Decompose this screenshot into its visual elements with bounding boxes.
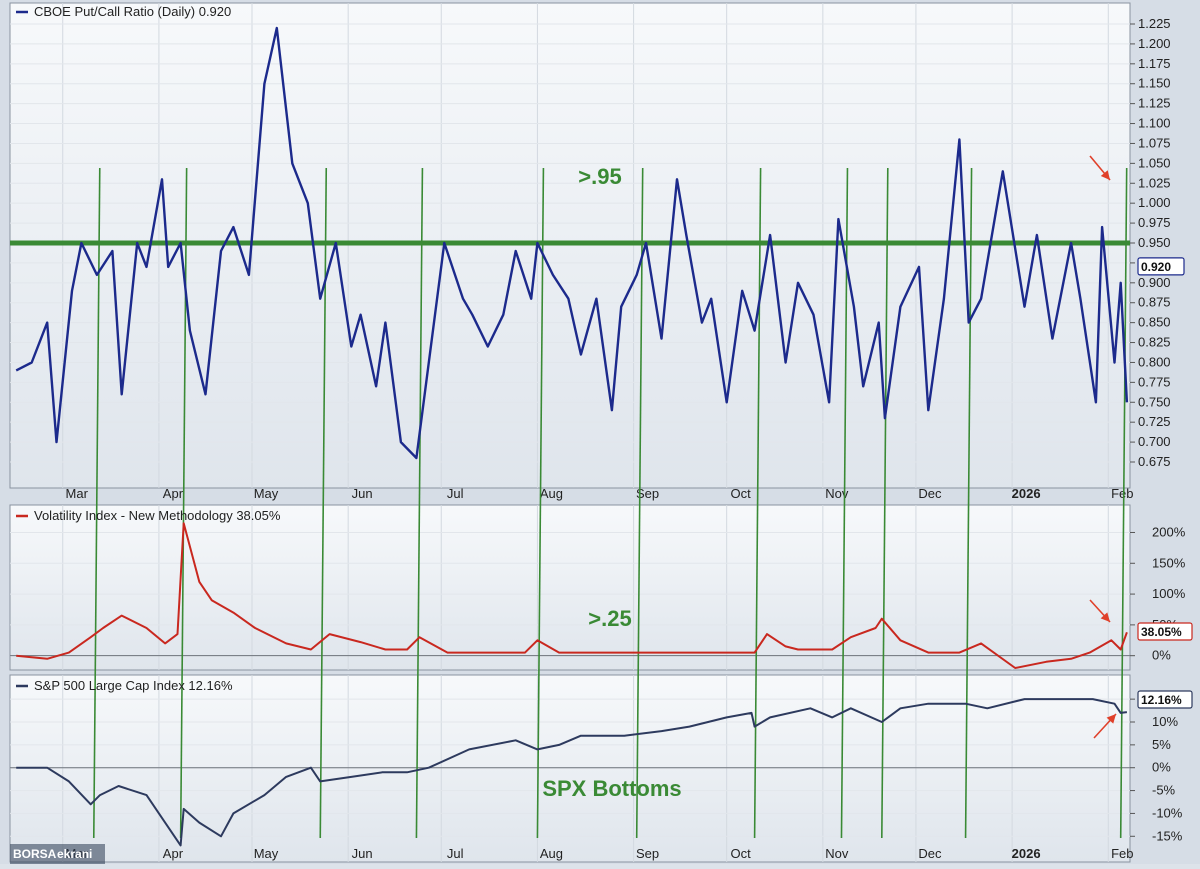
spx-bottom-marker-line <box>92 167 101 839</box>
last-value-box <box>1137 622 1193 641</box>
y-tick-label: 0.850 <box>1138 315 1171 330</box>
series-line-panel-3 <box>16 698 1128 847</box>
month-label: Dec <box>918 846 942 861</box>
y-tick-label: 1.150 <box>1138 76 1171 91</box>
month-label: Dec <box>918 486 942 501</box>
spx-bottom-marker-line <box>536 167 545 839</box>
spx-bottom-marker-line <box>1119 167 1128 839</box>
red-arrow-head <box>1106 714 1116 724</box>
y-tick-label: 0.700 <box>1138 434 1171 449</box>
y-tick-label: 1.100 <box>1138 116 1171 131</box>
spx-bottom-marker-line <box>635 167 644 839</box>
month-label: Apr <box>163 486 184 501</box>
y-tick-label: 0% <box>1152 648 1171 663</box>
watermark-text: BORSA <box>13 847 57 861</box>
threshold-annotation: >.95 <box>578 164 621 189</box>
y-tick-label: -5% <box>1152 783 1176 798</box>
spx-bottom-marker-line <box>881 167 889 839</box>
y-tick-label: 0.875 <box>1138 295 1171 310</box>
y-tick-label: -10% <box>1152 805 1183 820</box>
spx-bottom-marker-line <box>840 167 849 839</box>
month-label: Sep <box>636 846 659 861</box>
y-tick-label: 0.750 <box>1138 394 1171 409</box>
spx-bottom-marker-line <box>415 167 424 839</box>
month-label: 2026 <box>1012 846 1041 861</box>
y-tick-label: 0.675 <box>1138 454 1171 469</box>
y-tick-label: 1.000 <box>1138 195 1171 210</box>
watermark-text: ekrani <box>57 847 92 861</box>
last-value-label: 38.05% <box>1141 625 1182 639</box>
month-label: May <box>254 846 279 861</box>
y-tick-label: 0.975 <box>1138 215 1171 230</box>
red-arrow-head <box>1100 612 1110 622</box>
y-tick-label: 0.825 <box>1138 335 1171 350</box>
month-label: Sep <box>636 486 659 501</box>
month-label: Oct <box>731 486 752 501</box>
red-arrow-head <box>1100 170 1110 180</box>
y-tick-label: 0% <box>1152 760 1171 775</box>
y-tick-label: -15% <box>1152 828 1183 843</box>
last-value-label: 0.920 <box>1141 260 1171 274</box>
last-value-label: 12.16% <box>1141 693 1182 707</box>
last-value-box <box>1137 690 1193 709</box>
y-tick-label: 1.175 <box>1138 56 1171 71</box>
spx-bottom-marker-line <box>964 167 973 839</box>
y-tick-label: 200% <box>1152 524 1186 539</box>
y-tick-label: 0.725 <box>1138 414 1171 429</box>
spx-bottoms-annotation: SPX Bottoms <box>542 776 681 801</box>
month-label: Jun <box>352 846 373 861</box>
volatility-threshold-annotation: >.25 <box>588 606 631 631</box>
month-label: Oct <box>731 846 752 861</box>
y-tick-label: 5% <box>1152 737 1171 752</box>
y-tick-label: 0.950 <box>1138 235 1171 250</box>
y-tick-label: 100% <box>1152 586 1186 601</box>
month-label: Jul <box>447 486 464 501</box>
y-tick-label: 10% <box>1152 714 1178 729</box>
month-label: Jul <box>447 846 464 861</box>
y-tick-label: 1.125 <box>1138 96 1171 111</box>
legend-text: S&P 500 Large Cap Index 12.16% <box>34 678 233 693</box>
y-tick-label: 150% <box>1152 555 1186 570</box>
panel-2-plot-area <box>9 504 1131 671</box>
y-tick-label: 1.050 <box>1138 155 1171 170</box>
y-tick-label: 0.775 <box>1138 374 1171 389</box>
legend-text: Volatility Index - New Methodology 38.05… <box>34 508 281 523</box>
month-label: Nov <box>825 846 849 861</box>
month-label: Mar <box>66 486 89 501</box>
month-label: Feb <box>1111 486 1133 501</box>
series-line-panel-2 <box>16 522 1128 669</box>
last-value-box <box>1137 257 1185 276</box>
month-label: May <box>254 486 279 501</box>
month-label: Apr <box>163 846 184 861</box>
y-tick-label: 1.025 <box>1138 175 1171 190</box>
panel-3-plot-area <box>9 674 1131 863</box>
month-label: Jun <box>352 486 373 501</box>
month-label: Aug <box>540 486 563 501</box>
month-label: Aug <box>540 846 563 861</box>
month-label: Feb <box>1111 846 1133 861</box>
y-tick-label: 1.225 <box>1138 16 1171 31</box>
y-tick-label: 1.200 <box>1138 36 1171 51</box>
month-label: 2026 <box>1012 486 1041 501</box>
month-label: Nov <box>825 486 849 501</box>
legend-text: CBOE Put/Call Ratio (Daily) 0.920 <box>34 4 231 19</box>
watermark-backdrop <box>10 844 105 864</box>
y-tick-label: 0.800 <box>1138 354 1171 369</box>
y-tick-label: 0.900 <box>1138 275 1171 290</box>
y-tick-label: 1.075 <box>1138 135 1171 150</box>
series-line-panel-1 <box>15 26 1129 460</box>
